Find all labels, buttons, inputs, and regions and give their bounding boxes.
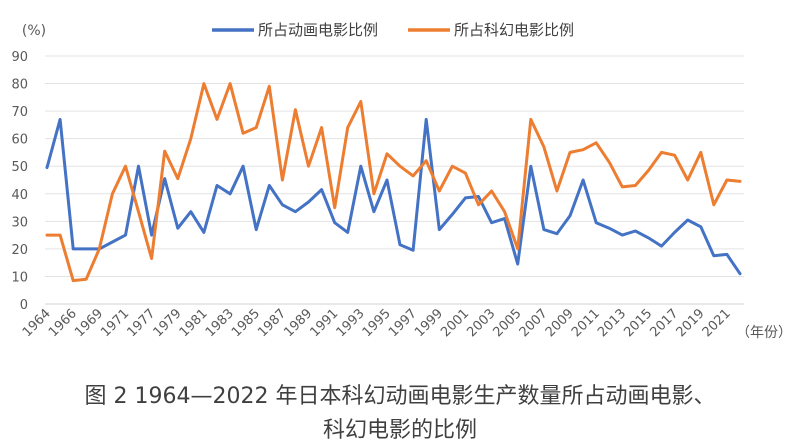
y-tick-label-30: 30	[11, 215, 28, 230]
y-tick-label-40: 40	[11, 188, 28, 203]
x-tick-label-1969: 1969	[72, 306, 106, 340]
y-tick-label-50: 50	[11, 160, 28, 175]
x-tick-label-1999: 1999	[412, 306, 446, 340]
x-tick-label-1989: 1989	[281, 306, 315, 340]
x-tick-label-1977: 1977	[124, 306, 158, 340]
x-tick-label-1983: 1983	[203, 306, 237, 340]
x-tick-label-1979: 1979	[151, 306, 185, 340]
y-tick-label-0: 0	[20, 298, 28, 313]
x-tick-label-2021: 2021	[700, 306, 734, 340]
y-tick-label-60: 60	[11, 133, 28, 148]
x-tick-label-1985: 1985	[229, 306, 263, 340]
line-chart: 0 10 20 30 40 50 60 70 80 90 19641966196919711977…	[11, 21, 792, 341]
figure-caption-line-2: 科幻电影的比例	[322, 418, 477, 443]
x-tick-label-2015: 2015	[621, 306, 655, 340]
x-axis-unit-label: （年份）	[736, 325, 792, 341]
series-lines	[45, 82, 742, 283]
x-tick-label-2011: 2011	[569, 306, 603, 340]
series-line-animation-share	[45, 117, 742, 276]
x-tick-label-2017: 2017	[647, 306, 681, 340]
x-tick-label-2009: 2009	[543, 306, 577, 340]
y-tick-label-10: 10	[11, 270, 28, 285]
x-tick-label-2007: 2007	[517, 306, 551, 340]
x-tick-label-1971: 1971	[98, 306, 132, 340]
x-tick-label-1966: 1966	[46, 306, 80, 340]
y-axis-unit-label: (%)	[22, 23, 46, 39]
y-tick-label-90: 90	[11, 50, 28, 65]
x-tick-label-1993: 1993	[334, 306, 368, 340]
x-tick-label-1991: 1991	[307, 306, 341, 340]
series-line-scifi-share	[45, 82, 742, 283]
x-axis-ticks: 1964196619691971197719791981198319851987…	[20, 306, 734, 340]
x-tick-label-2019: 2019	[674, 306, 708, 340]
x-tick-label-1987: 1987	[255, 306, 289, 340]
legend: 所占动画电影比例 所占科幻电影比例	[212, 21, 574, 39]
legend-label-scifi-share: 所占科幻电影比例	[454, 21, 574, 39]
legend-label-animation-share: 所占动画电影比例	[258, 21, 378, 39]
y-tick-label-80: 80	[11, 78, 28, 93]
y-tick-label-70: 70	[11, 105, 28, 120]
figure-caption-line-1: 图 2 1964—2022 年日本科幻动画电影生产数量所占动画电影、	[84, 384, 716, 409]
x-tick-label-2013: 2013	[595, 306, 629, 340]
x-tick-label-2003: 2003	[464, 306, 498, 340]
x-tick-label-1981: 1981	[177, 306, 211, 340]
y-axis-ticks: 0 10 20 30 40 50 60 70 80 90	[11, 50, 28, 313]
x-tick-label-2001: 2001	[438, 306, 472, 340]
x-tick-label-2005: 2005	[491, 306, 525, 340]
x-tick-label-1997: 1997	[386, 306, 420, 340]
y-tick-label-20: 20	[11, 243, 28, 258]
x-tick-label-1995: 1995	[360, 306, 394, 340]
